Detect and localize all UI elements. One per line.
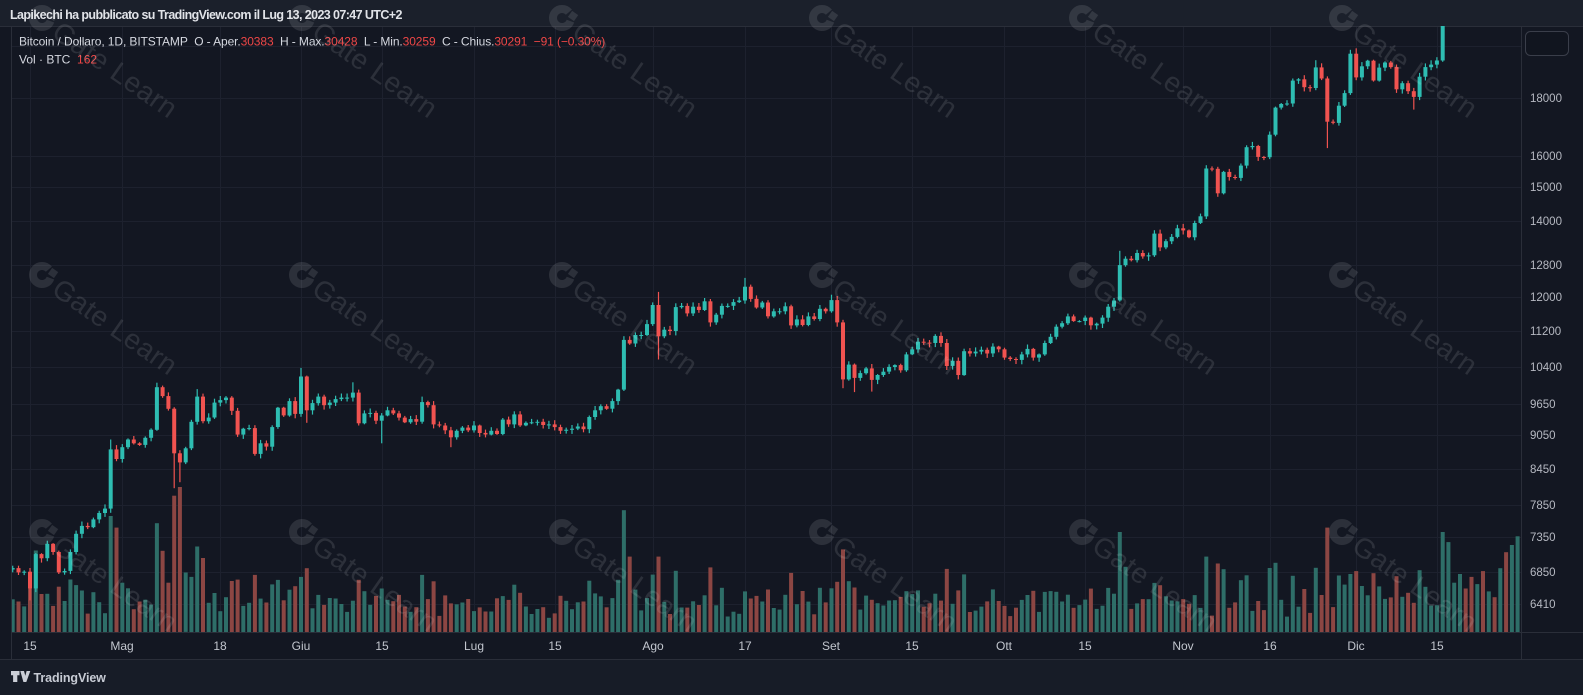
svg-text:11200: 11200 <box>1530 326 1561 338</box>
svg-text:15000: 15000 <box>1530 182 1562 194</box>
svg-text:TradingView: TradingView <box>34 671 107 685</box>
svg-text:Ott: Ott <box>996 639 1013 653</box>
svg-text:15: 15 <box>1430 639 1444 653</box>
svg-text:12800: 12800 <box>1530 260 1562 272</box>
svg-text:15: 15 <box>23 639 37 653</box>
svg-text:17: 17 <box>738 639 752 653</box>
svg-text:6410: 6410 <box>1530 599 1556 611</box>
svg-text:7350: 7350 <box>1530 532 1556 544</box>
svg-text:Giu: Giu <box>292 639 311 653</box>
svg-text:7850: 7850 <box>1530 500 1556 512</box>
svg-text:16000: 16000 <box>1530 151 1562 163</box>
svg-text:Ago: Ago <box>642 639 664 653</box>
svg-text:Dic: Dic <box>1347 639 1364 653</box>
svg-text:Bitcoin / Dollaro, 1D, BITSTAM: Bitcoin / Dollaro, 1D, BITSTAMP O - Aper… <box>19 35 605 49</box>
svg-text:18: 18 <box>213 639 227 653</box>
svg-text:12000: 12000 <box>1530 292 1562 304</box>
svg-text:15: 15 <box>1078 639 1092 653</box>
svg-text:16: 16 <box>1263 639 1277 653</box>
svg-text:Lug: Lug <box>464 639 484 653</box>
svg-text:18000: 18000 <box>1530 93 1562 105</box>
svg-text:15: 15 <box>905 639 919 653</box>
svg-text:14000: 14000 <box>1530 216 1562 228</box>
svg-text:8450: 8450 <box>1530 464 1556 476</box>
svg-text:Set: Set <box>822 639 841 653</box>
svg-text:Vol · BTC 162: Vol · BTC 162 <box>19 53 97 67</box>
svg-text:9650: 9650 <box>1530 399 1556 411</box>
svg-text:15: 15 <box>548 639 562 653</box>
svg-text:Mag: Mag <box>110 639 133 653</box>
svg-text:9050: 9050 <box>1530 430 1556 442</box>
svg-text:6850: 6850 <box>1530 567 1556 579</box>
svg-text:15: 15 <box>375 639 389 653</box>
svg-text:10400: 10400 <box>1530 362 1562 374</box>
svg-text:Lapikechi ha pubblicato su Tra: Lapikechi ha pubblicato su TradingView.c… <box>10 8 402 22</box>
svg-text:Nov: Nov <box>1172 639 1193 653</box>
